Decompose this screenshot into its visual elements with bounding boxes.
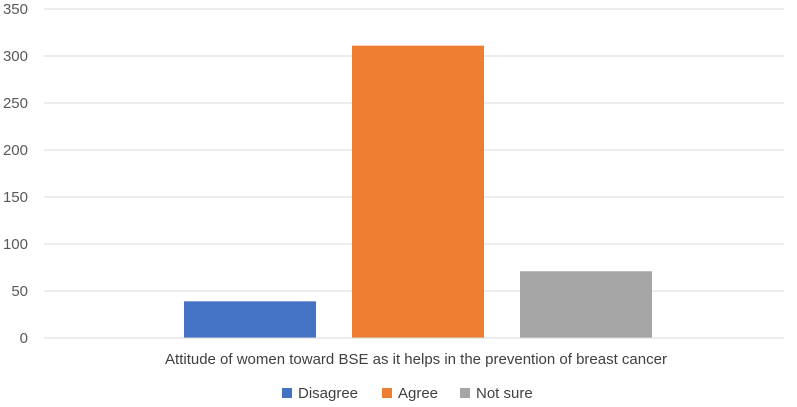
y-axis-tick-labels: 0 50 100 150 200 250 300 350 — [3, 1, 28, 347]
legend-swatch — [460, 388, 470, 398]
legend-item: Disagree — [282, 385, 358, 402]
y-tick-label: 250 — [3, 95, 28, 112]
y-tick-label: 200 — [3, 142, 28, 159]
legend-swatch — [282, 388, 292, 398]
legend-label: Agree — [398, 385, 438, 402]
legend-label: Disagree — [298, 385, 358, 402]
legend-swatch — [382, 388, 392, 398]
category-label: Attitude of women toward BSE as it helps… — [165, 351, 667, 368]
legend-label: Not sure — [476, 385, 533, 402]
bar-not-sure — [520, 271, 652, 338]
bars — [184, 45, 652, 338]
legend-item: Agree — [382, 385, 438, 402]
bar-disagree — [184, 301, 316, 338]
y-tick-label: 50 — [11, 283, 28, 300]
y-tick-label: 300 — [3, 48, 28, 65]
legend-item: Not sure — [460, 385, 533, 402]
y-tick-label: 100 — [3, 236, 28, 253]
y-tick-label: 150 — [3, 189, 28, 206]
bar-agree — [352, 45, 484, 338]
legend: Disagree Agree Not sure — [282, 385, 533, 402]
y-tick-label: 0 — [20, 330, 28, 347]
y-tick-label: 350 — [3, 1, 28, 18]
